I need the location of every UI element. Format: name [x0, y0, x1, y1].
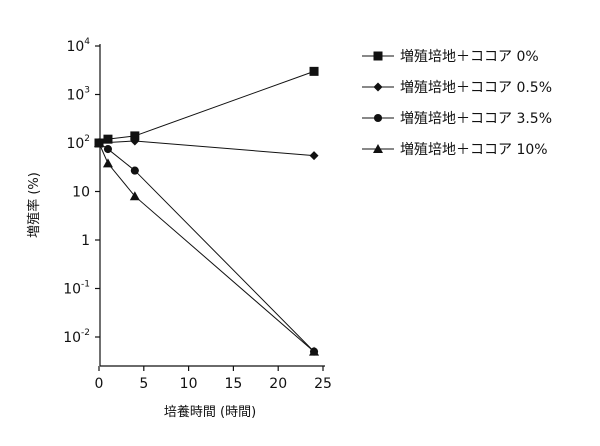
- marker-square: [103, 134, 113, 144]
- series-line: [98, 142, 315, 352]
- marker-square: [373, 51, 383, 61]
- x-tick-label: 5: [139, 376, 148, 392]
- y-tick-base: 10: [63, 330, 81, 346]
- series-line: [98, 140, 315, 157]
- y-tick-exponent: -2: [81, 328, 90, 338]
- axes: [99, 44, 325, 367]
- y-tick-label: 10-1: [63, 280, 90, 298]
- legend-label: 増殖培地＋ココア 0%: [400, 48, 539, 65]
- series-square: [94, 66, 319, 148]
- y-tick-base: 10: [66, 88, 84, 104]
- y-tick-exponent: 2: [84, 134, 90, 144]
- x-tick-label: 20: [269, 376, 287, 392]
- legend-item: 増殖培地＋ココア 3.5%: [362, 110, 552, 127]
- legend-item: 増殖培地＋ココア 0.5%: [362, 79, 552, 96]
- marker-circle: [373, 113, 383, 123]
- y-tick-label: 10-2: [63, 328, 90, 346]
- legend-label: 増殖培地＋ココア 0.5%: [400, 79, 552, 96]
- marker-triangle: [129, 191, 140, 201]
- marker-square: [130, 131, 140, 141]
- y-tick-exponent: 3: [84, 86, 90, 96]
- y-tick-base: 10: [63, 282, 81, 298]
- series-group: [94, 66, 320, 356]
- marker-triangle: [373, 144, 383, 153]
- marker-triangle: [94, 138, 104, 147]
- y-tick-label: 1: [81, 233, 90, 249]
- marker-diamond: [309, 151, 319, 161]
- y-tick-base: 1: [81, 233, 90, 249]
- marker-diamond: [130, 136, 140, 146]
- y-tick-label: 104: [66, 37, 90, 55]
- marker-square: [309, 66, 319, 76]
- marker-circle: [130, 166, 139, 175]
- series-circle: [94, 138, 319, 356]
- legend-label: 増殖培地＋ココア 10%: [400, 141, 548, 158]
- x-tick-label: 0: [95, 376, 104, 392]
- y-tick-label: 10: [72, 185, 90, 201]
- legend-label: 増殖培地＋ココア 3.5%: [400, 110, 552, 127]
- x-tick-label: 10: [180, 376, 198, 392]
- x-tick-label: 15: [224, 376, 242, 392]
- series-triangle: [94, 138, 320, 356]
- x-ticks: 0 5 10 15 20 25: [95, 366, 332, 392]
- marker-circle: [103, 145, 113, 154]
- legend: 増殖培地＋ココア 0% 増殖培地＋ココア 0.5% 増殖培地＋ココア 3.5% 増殖培…: [362, 48, 552, 158]
- x-axis-label: 培養時間 (時間): [164, 404, 256, 420]
- y-axis-label: 増殖率 (%): [26, 172, 42, 238]
- x-tick-label: 25: [314, 376, 332, 392]
- y-tick-exponent: 4: [84, 37, 90, 47]
- series-diamond: [94, 136, 319, 161]
- y-tick-base: 10: [66, 136, 84, 152]
- y-tick-label: 102: [66, 134, 90, 152]
- marker-triangle: [102, 158, 113, 168]
- y-tick-label: 103: [66, 86, 90, 104]
- y-tick-exponent: -1: [81, 280, 90, 290]
- y-tick-base: 10: [72, 185, 90, 201]
- legend-item: 増殖培地＋ココア 10%: [362, 141, 548, 158]
- legend-item: 増殖培地＋ココア 0%: [362, 48, 539, 65]
- marker-triangle: [309, 346, 320, 356]
- series-line: [98, 142, 315, 352]
- y-tick-base: 10: [66, 39, 84, 55]
- marker-diamond: [373, 82, 383, 92]
